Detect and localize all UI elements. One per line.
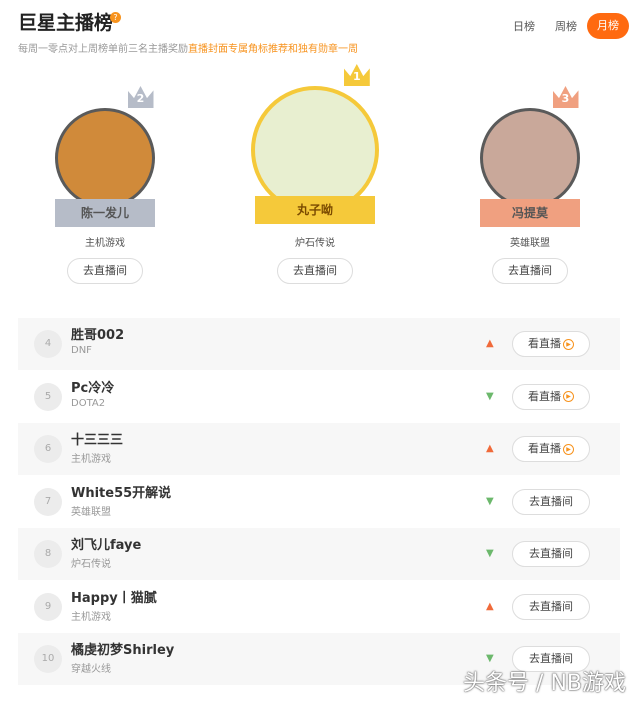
game-category: 炉石传说 (71, 559, 111, 570)
streamer-name[interactable]: 刘飞儿faye (71, 538, 142, 553)
watch-live-button[interactable]: 看直播 ▶ (512, 331, 590, 357)
rank-badge: 7 (34, 487, 62, 516)
page-title: 巨星主播榜 (18, 12, 114, 34)
podium-third: 3 冯提莫 英雄联盟 去直播间 (430, 0, 630, 300)
watch-live-button[interactable]: 看直播 ▶ (512, 383, 590, 410)
avatar[interactable] (251, 86, 379, 214)
go-live-room-button[interactable]: 去直播间 (512, 593, 590, 620)
go-live-room-button[interactable]: 去直播间 (512, 646, 590, 672)
game-category: 穿越火线 (71, 664, 111, 675)
streamer-name[interactable]: Happy丨猫腻 (71, 590, 157, 606)
watch-live-button[interactable]: 看直播 ▶ (512, 436, 590, 462)
rank-badge: 10 (34, 645, 62, 673)
button-label: 看直播 (528, 389, 561, 403)
crown-rank: 1 (352, 70, 361, 83)
game-category: DOTA2 (71, 397, 106, 409)
button-label: 去直播间 (529, 547, 573, 560)
game-category: 主机游戏 (71, 611, 111, 623)
subtitle-highlight: 直播封面专属角标推荐和独有勋章一周 (188, 44, 358, 55)
go-live-room-button[interactable]: 去直播间 (492, 258, 568, 284)
game-category: 主机游戏 (71, 454, 111, 465)
list-item: 4 胜哥002 DNF ▲ 看直播 ▶ (18, 318, 620, 370)
game-category: 英雄联盟 (510, 238, 550, 249)
rank-badge: 8 (34, 540, 62, 568)
name-ribbon: 陈一发儿 (55, 199, 155, 227)
button-label: 去直播间 (529, 652, 573, 665)
crown-rank: 2 (136, 92, 145, 105)
trend-down-icon: ▼ (486, 653, 494, 664)
list-item: 9 Happy丨猫腻 主机游戏 ▲ 去直播间 (18, 581, 620, 633)
rank-badge: 5 (34, 382, 62, 411)
button-label: 去直播间 (529, 599, 573, 613)
crown-icon: 2 (127, 86, 154, 108)
streamer-name[interactable]: 胜哥002 (71, 328, 125, 343)
list-item: 5 Pc冷冷 DOTA2 ▼ 看直播 ▶ (18, 371, 620, 423)
streamer-name[interactable]: 十三三三 (71, 433, 124, 448)
tab-monthly[interactable]: 月榜 (587, 13, 629, 39)
game-category: 主机游戏 (85, 238, 125, 249)
streamer-name[interactable]: Pc冷冷 (71, 380, 115, 396)
list-item: 10 橘虔初梦Shirley 穿越火线 ▼ 去直播间 (18, 633, 620, 685)
play-icon: ▶ (563, 391, 574, 402)
crown-icon: 3 (552, 86, 579, 108)
trend-down-icon: ▼ (486, 548, 494, 559)
tab-weekly[interactable]: 周榜 (555, 20, 577, 33)
avatar[interactable] (55, 108, 155, 208)
game-category: 炉石传说 (295, 238, 335, 249)
button-label: 看直播 (528, 442, 561, 455)
streamer-name: 陈一发儿 (80, 206, 129, 220)
list-item: 8 刘飞儿faye 炉石传说 ▼ 去直播间 (18, 528, 620, 580)
game-category: 英雄联盟 (71, 506, 111, 518)
avatar[interactable] (480, 108, 580, 208)
help-icon[interactable]: ? (110, 12, 121, 23)
button-label: 去直播间 (529, 494, 573, 508)
podium-first: 1 丸子呦 炉石传说 去直播间 (215, 0, 415, 300)
subtitle: 每周一零点对上周榜单前三名主播奖励直播封面专属角标推荐和独有勋章一周 (18, 40, 358, 55)
play-icon: ▶ (563, 443, 574, 455)
crown-icon: 1 (343, 64, 370, 86)
button-label: 看直播 (528, 337, 561, 350)
name-ribbon: 冯提莫 (480, 199, 580, 227)
trend-down-icon: ▼ (486, 495, 494, 507)
go-live-room-button[interactable]: 去直播间 (512, 488, 590, 515)
trend-up-icon: ▲ (486, 443, 494, 454)
go-live-room-button[interactable]: 去直播间 (512, 541, 590, 567)
tab-daily[interactable]: 日榜 (513, 20, 535, 33)
trend-up-icon: ▲ (486, 600, 494, 612)
rank-badge: 4 (34, 330, 62, 358)
rank-badge: 9 (34, 592, 62, 621)
trend-up-icon: ▲ (486, 338, 494, 349)
subtitle-text: 每周一零点对上周榜单前三名主播奖励 (18, 44, 188, 55)
go-live-room-button[interactable]: 去直播间 (67, 258, 143, 284)
list-item: 6 十三三三 主机游戏 ▲ 看直播 ▶ (18, 423, 620, 475)
streamer-name[interactable]: White55开解说 (71, 485, 172, 501)
rank-badge: 6 (34, 435, 62, 463)
game-category: DNF (71, 345, 92, 356)
streamer-name: 丸子呦 (296, 203, 333, 217)
streamer-name: 冯提莫 (511, 206, 548, 220)
go-live-room-button[interactable]: 去直播间 (277, 258, 353, 284)
podium-second: 2 陈一发儿 主机游戏 去直播间 (5, 0, 205, 300)
streamer-name[interactable]: 橘虔初梦Shirley (71, 643, 175, 658)
trend-down-icon: ▼ (486, 390, 494, 402)
crown-rank: 3 (561, 92, 570, 105)
list-item: 7 White55开解说 英雄联盟 ▼ 去直播间 (18, 476, 620, 528)
play-icon: ▶ (563, 338, 574, 350)
watermark: 头条号 / NB游戏 (463, 671, 626, 696)
name-ribbon: 丸子呦 (255, 196, 375, 224)
